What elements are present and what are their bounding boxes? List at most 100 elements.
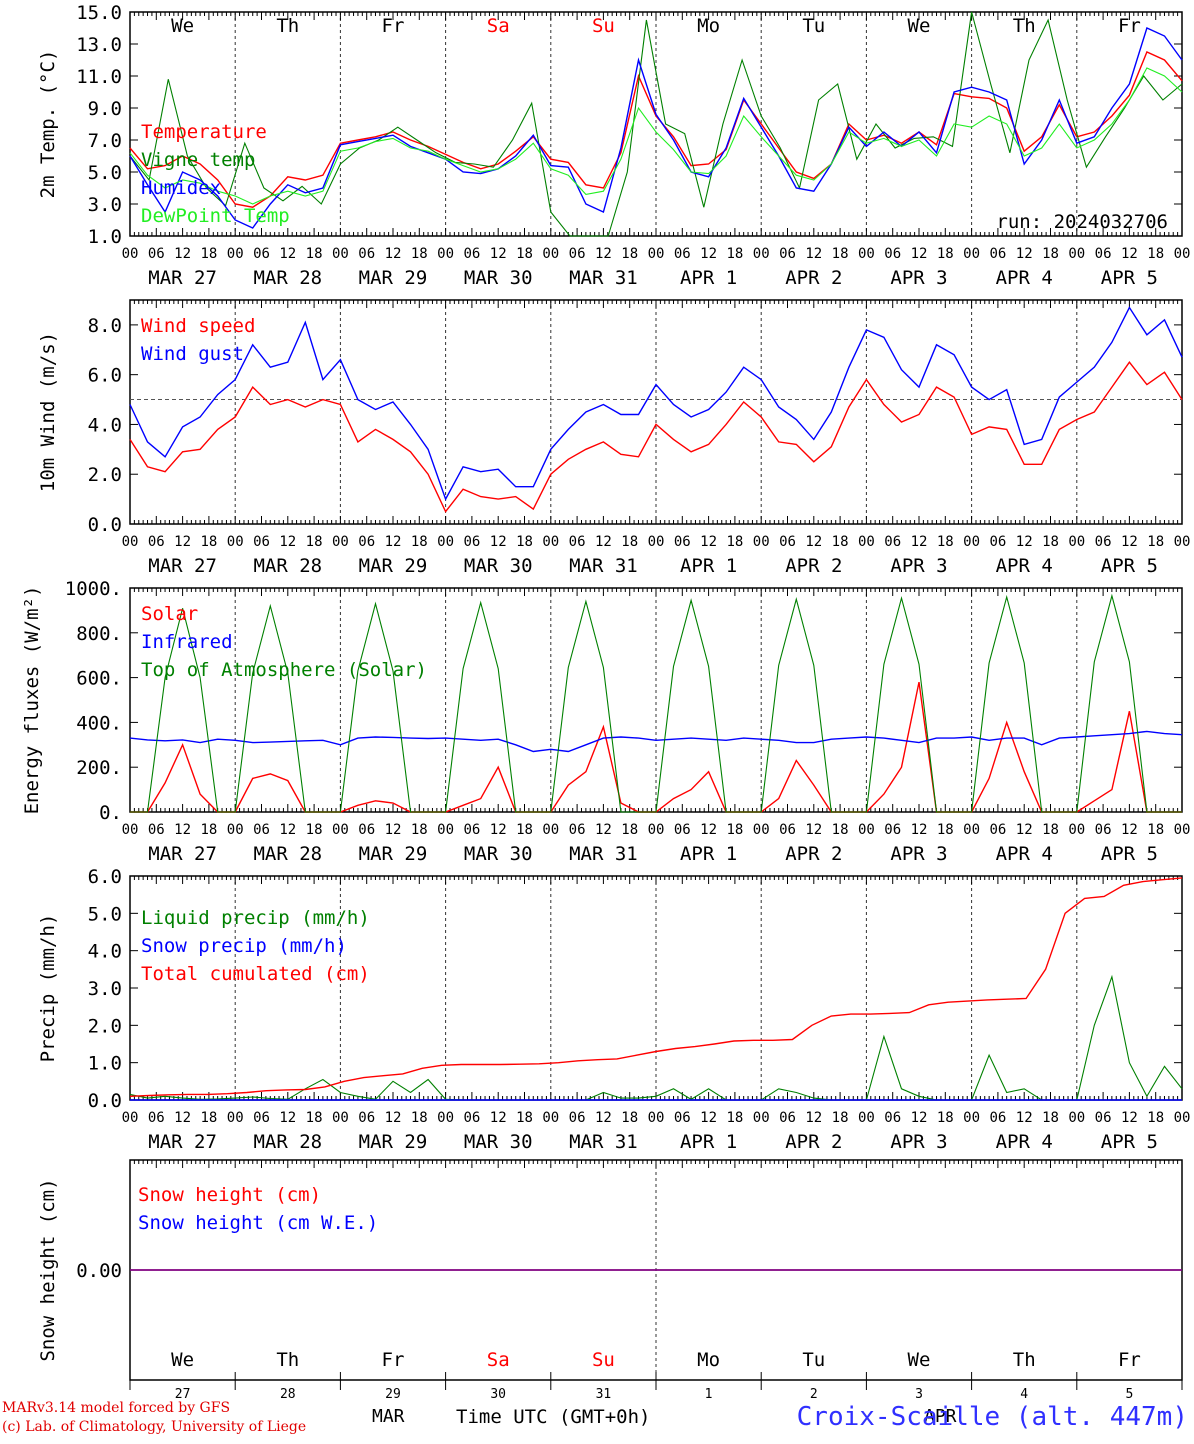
hour-tick-label: 18 (621, 534, 638, 550)
date-label: APR 5 (1101, 555, 1158, 577)
hour-tick-label: 00 (1068, 246, 1085, 262)
hour-tick-label: 18 (1147, 246, 1164, 262)
date-label: APR 1 (680, 267, 737, 289)
hour-tick-label: 12 (1121, 246, 1138, 262)
hour-tick-label: 06 (463, 1110, 480, 1126)
series-line-1 (129, 306, 1183, 501)
hour-tick-label: 06 (148, 1110, 165, 1126)
hour-tick-label: 12 (279, 822, 296, 838)
hour-tick-label: 00 (963, 822, 980, 838)
hour-tick-label: 06 (989, 822, 1006, 838)
y-tick-label: 1000. (65, 578, 122, 600)
hour-tick-label: 18 (306, 822, 323, 838)
hour-tick-label: 00 (227, 534, 244, 550)
legend-entry: Snow height (cm W.E.) (138, 1212, 378, 1234)
hour-tick-label: 12 (595, 534, 612, 550)
series-line-1 (129, 11, 1183, 237)
weekday-label: Sa (487, 15, 510, 37)
hour-tick-label: 06 (674, 246, 691, 262)
hour-tick-label: 12 (174, 246, 191, 262)
day-number-label: 28 (280, 1387, 296, 1402)
hour-tick-label: 00 (963, 246, 980, 262)
date-label: MAR 29 (359, 267, 428, 289)
legend-entry: Snow height (cm) (138, 1184, 321, 1206)
hour-tick-label: 06 (884, 1110, 901, 1126)
hour-tick-label: 00 (1068, 1110, 1085, 1126)
legend-entry: Humidex (141, 177, 221, 199)
hour-tick-label: 00 (648, 246, 665, 262)
y-tick-label: 3.0 (88, 978, 122, 1000)
hour-tick-label: 12 (490, 1110, 507, 1126)
y-tick-label: 0.00 (76, 1260, 122, 1282)
hour-tick-label: 06 (253, 1110, 270, 1126)
hour-tick-label: 18 (726, 534, 743, 550)
hour-tick-label: 12 (490, 534, 507, 550)
y-tick-label: 400. (76, 712, 122, 734)
hour-tick-label: 06 (989, 1110, 1006, 1126)
hour-tick-label: 12 (805, 822, 822, 838)
x-axis-labels: 00 06 12 18 MAR 27 00 06 12 18 MAR 28 00 06 12 18 MAR … (122, 822, 1191, 865)
hour-tick-label: 12 (490, 246, 507, 262)
hour-tick-label: 12 (1121, 822, 1138, 838)
hour-tick-label: 12 (385, 534, 402, 550)
weekday-label: Th (1013, 1349, 1036, 1371)
hour-tick-label: 00 (332, 1110, 349, 1126)
hour-tick-label: 06 (148, 246, 165, 262)
weekday-label: Fr (382, 1349, 405, 1371)
date-label: MAR 29 (359, 843, 428, 865)
y-axis-title: 10m Wind (m/s) (37, 332, 59, 492)
hour-tick-label: 00 (542, 246, 559, 262)
y-axis-title: Precip (mm/h) (37, 914, 59, 1063)
date-label: MAR 30 (464, 843, 533, 865)
date-label: MAR 31 (569, 555, 638, 577)
hour-tick-label: 12 (174, 534, 191, 550)
hour-tick-label: 18 (1147, 822, 1164, 838)
hour-tick-label: 18 (516, 246, 533, 262)
hour-tick-label: 00 (858, 246, 875, 262)
date-label: APR 4 (996, 1131, 1053, 1153)
y-tick-label: 6.0 (88, 365, 122, 387)
legend-entry: Top of Atmosphere (Solar) (141, 659, 427, 681)
y-tick-label: 11.0 (76, 66, 122, 88)
hour-tick-label: 18 (621, 822, 638, 838)
weekday-label: Th (276, 15, 299, 37)
y-axis: 0.0 2.0 4.0 6.0 8.0 (88, 315, 1182, 536)
weekday-label: We (908, 15, 931, 37)
legend-entry: Temperature (141, 121, 267, 143)
hour-tick-label: 12 (700, 534, 717, 550)
hour-tick-label: 18 (306, 1110, 323, 1126)
weekday-label: We (908, 1349, 931, 1371)
hour-tick-label: 18 (937, 1110, 954, 1126)
y-tick-label: 9.0 (88, 98, 122, 120)
hour-tick-label: 00 (542, 534, 559, 550)
series-line-1 (129, 730, 1183, 753)
weekday-label: Th (1013, 15, 1036, 37)
hour-tick-label: 18 (306, 246, 323, 262)
hour-tick-label: 06 (884, 246, 901, 262)
x-axis-labels: 00 06 12 18 MAR 27 00 06 12 18 MAR 28 00 06 12 18 MAR … (122, 534, 1191, 577)
hour-tick-label: 18 (411, 1110, 428, 1126)
date-label: MAR 27 (148, 555, 217, 577)
hour-tick-label: 00 (1068, 534, 1085, 550)
hour-tick-label: 06 (989, 534, 1006, 550)
y-tick-label: 8.0 (88, 315, 122, 337)
hour-tick-label: 06 (1095, 1110, 1112, 1126)
hour-tick-label: 12 (279, 1110, 296, 1126)
hour-tick-label: 06 (358, 822, 375, 838)
panel-3: 0. 200. 400. 600. 800. 1000. Energy fluxes (W/… (21, 578, 1190, 865)
hour-tick-label: 00 (542, 822, 559, 838)
y-tick-label: 2.0 (88, 464, 122, 486)
day-number-label: 3 (915, 1387, 923, 1402)
legend-entry: DewPoint Temp (141, 205, 290, 227)
date-label: APR 3 (890, 1131, 947, 1153)
y-axis: 0. 200. 400. 600. 800. 1000. (65, 578, 1182, 824)
hour-tick-label: 12 (805, 534, 822, 550)
weekday-label: We (171, 1349, 194, 1371)
day-number-label: 2 (810, 1387, 818, 1402)
panel-frame (129, 587, 1183, 813)
hour-tick-label: 06 (884, 822, 901, 838)
hour-tick-label: 12 (911, 534, 928, 550)
date-label: APR 1 (680, 555, 737, 577)
date-label: MAR 31 (569, 267, 638, 289)
